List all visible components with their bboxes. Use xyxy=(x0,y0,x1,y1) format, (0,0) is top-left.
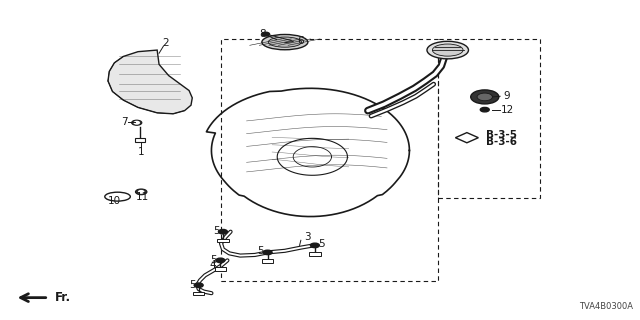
Ellipse shape xyxy=(268,37,301,47)
Text: 5: 5 xyxy=(211,255,218,265)
Text: 8: 8 xyxy=(259,29,266,39)
FancyBboxPatch shape xyxy=(217,239,228,242)
Text: 1: 1 xyxy=(138,147,145,157)
Text: 5: 5 xyxy=(189,280,196,290)
FancyBboxPatch shape xyxy=(214,268,226,270)
Text: 12: 12 xyxy=(500,105,514,115)
FancyBboxPatch shape xyxy=(309,252,321,256)
Circle shape xyxy=(136,189,147,195)
Circle shape xyxy=(263,250,272,255)
Circle shape xyxy=(132,120,142,125)
Text: B-3-6: B-3-6 xyxy=(486,137,517,147)
FancyBboxPatch shape xyxy=(135,138,145,142)
Text: 3: 3 xyxy=(304,232,310,242)
Circle shape xyxy=(216,258,225,263)
Polygon shape xyxy=(108,50,192,114)
Text: TVA4B0300A: TVA4B0300A xyxy=(579,302,633,311)
Text: Fr.: Fr. xyxy=(55,291,71,304)
Ellipse shape xyxy=(433,44,463,56)
Circle shape xyxy=(310,243,319,248)
Polygon shape xyxy=(456,132,478,143)
Text: 7: 7 xyxy=(121,117,128,127)
Ellipse shape xyxy=(262,35,308,50)
Text: 5: 5 xyxy=(213,226,220,236)
Text: 5: 5 xyxy=(319,239,325,249)
Text: 6: 6 xyxy=(298,36,304,45)
FancyBboxPatch shape xyxy=(262,260,273,263)
Circle shape xyxy=(194,283,203,287)
Text: 10: 10 xyxy=(108,196,121,206)
Circle shape xyxy=(134,122,140,124)
Circle shape xyxy=(218,229,227,234)
Circle shape xyxy=(470,90,499,104)
Text: 4: 4 xyxy=(209,260,216,270)
Text: 9: 9 xyxy=(504,91,511,101)
Ellipse shape xyxy=(105,192,131,201)
Circle shape xyxy=(480,108,489,112)
FancyBboxPatch shape xyxy=(193,292,204,295)
Circle shape xyxy=(477,93,492,101)
Circle shape xyxy=(139,191,144,193)
Text: 11: 11 xyxy=(136,192,149,202)
Ellipse shape xyxy=(427,41,468,59)
Text: 5: 5 xyxy=(257,246,264,256)
Text: B-3-5: B-3-5 xyxy=(486,130,517,140)
Circle shape xyxy=(262,32,269,36)
Text: 2: 2 xyxy=(162,38,169,48)
